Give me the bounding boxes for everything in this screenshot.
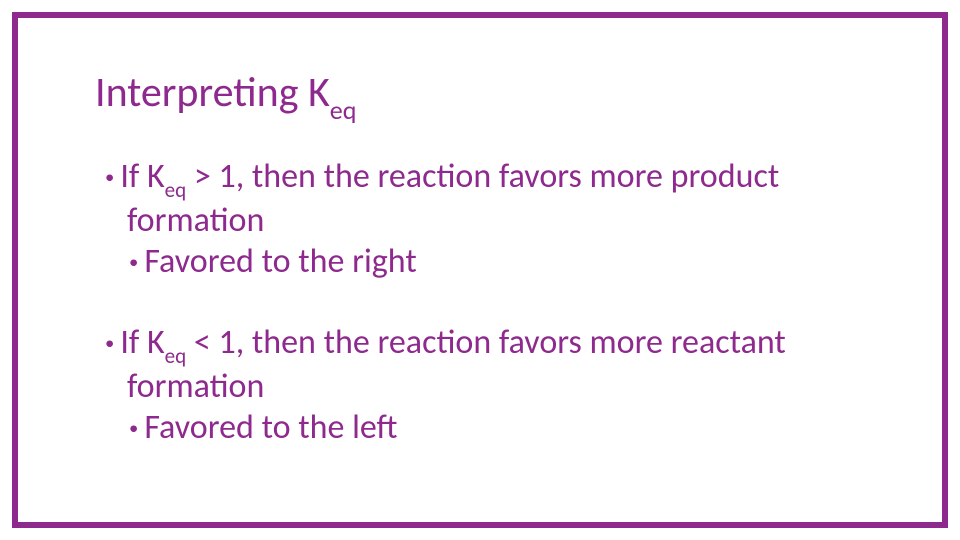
slide-content: Interpreting Keq •If Keq > 1, then the r… — [95, 70, 900, 448]
spacer — [95, 283, 900, 323]
bullet-1-post: > 1, then the reaction favors more produ… — [127, 156, 779, 241]
title-subscript: eq — [330, 94, 357, 126]
bullet-1-subscript: eq — [165, 177, 187, 203]
slide-title: Interpreting Keq — [95, 70, 900, 121]
bullet-dot-icon: • — [105, 166, 114, 189]
subbullet-item-1: • Favored to the right — [129, 242, 900, 283]
bullet-dot-icon: • — [105, 332, 114, 355]
subbullet-2-text: Favored to the left — [144, 407, 397, 448]
title-text: Interpreting K — [95, 67, 330, 118]
bullet-item-1: • If Keq > 1, then the reaction favors mo… — [105, 157, 900, 242]
bullet-item-2: • If Keq < 1, then the reaction favors mo… — [105, 323, 900, 408]
bullet-2-subscript: eq — [165, 343, 187, 369]
subbullet-item-2: • Favored to the left — [129, 408, 900, 449]
bullet-dot-icon: • — [129, 417, 138, 440]
subbullet-1-text: Favored to the right — [144, 241, 416, 282]
bullet-1-pre: If K — [120, 156, 164, 197]
bullet-2-pre: If K — [120, 322, 164, 363]
bullet-dot-icon: • — [129, 251, 138, 274]
bullet-2-post: < 1, then the reaction favors more react… — [127, 322, 786, 407]
